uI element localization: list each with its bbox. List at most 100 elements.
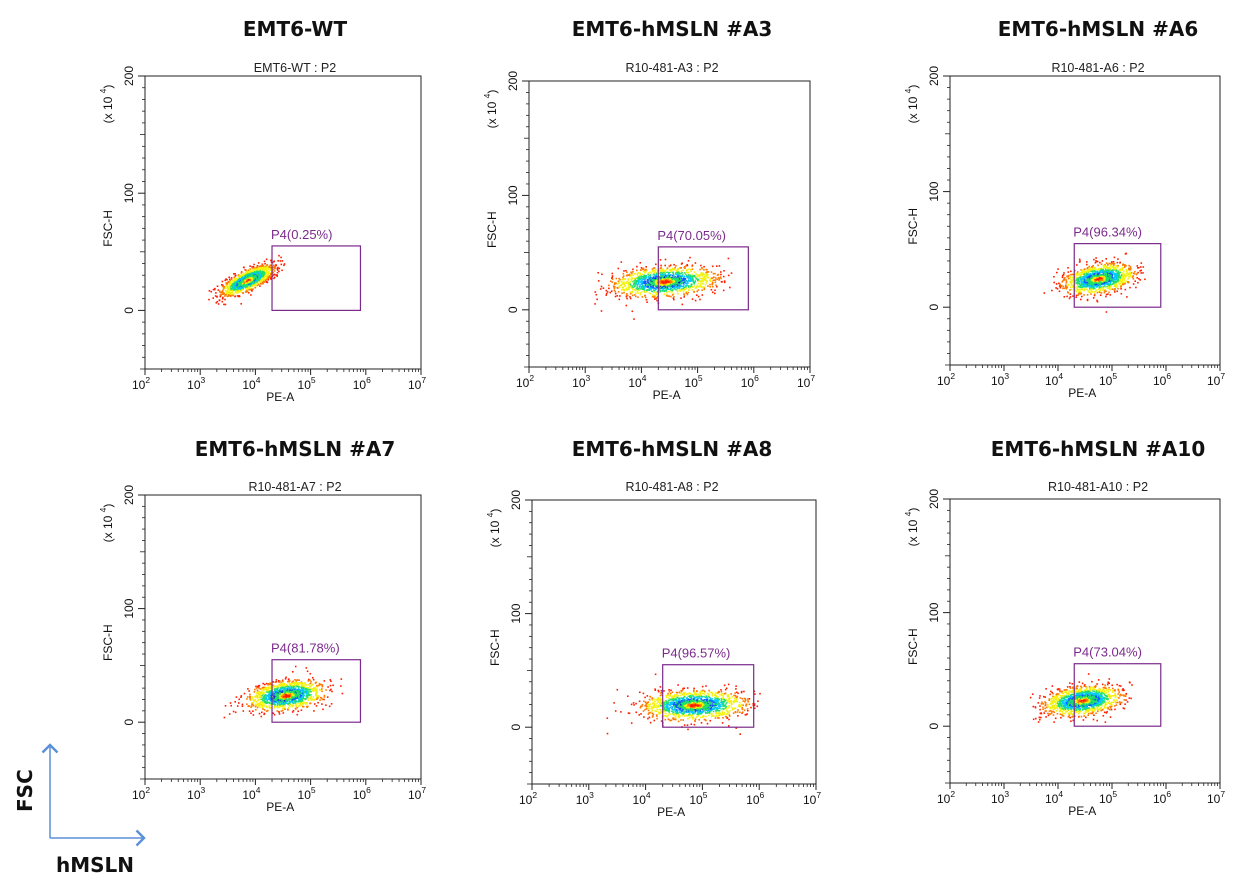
event-dot bbox=[650, 272, 653, 274]
event-dot bbox=[213, 288, 216, 291]
event-dot bbox=[679, 275, 681, 277]
event-dot bbox=[240, 277, 243, 280]
event-dot bbox=[673, 268, 676, 271]
event-dot bbox=[273, 266, 275, 269]
event-dot bbox=[268, 275, 271, 278]
event-dot bbox=[254, 268, 256, 270]
event-dot bbox=[266, 268, 268, 270]
event-dot bbox=[276, 267, 279, 270]
event-dot bbox=[661, 274, 664, 276]
event-dot bbox=[226, 283, 228, 285]
event-dot bbox=[701, 289, 703, 291]
event-dot bbox=[635, 292, 637, 294]
event-dot bbox=[1095, 268, 1097, 270]
event-dot bbox=[715, 284, 717, 287]
event-dot bbox=[673, 298, 675, 301]
event-dot bbox=[677, 293, 679, 295]
event-dot bbox=[652, 271, 655, 273]
event-dot bbox=[232, 288, 235, 291]
event-dot bbox=[654, 294, 657, 297]
event-dot bbox=[688, 279, 690, 282]
event-dot bbox=[256, 268, 258, 271]
event-dot bbox=[632, 281, 634, 283]
event-dot bbox=[646, 286, 648, 288]
event-dot bbox=[255, 266, 258, 269]
event-dot bbox=[234, 295, 236, 298]
event-dot bbox=[632, 268, 634, 271]
event-dot bbox=[714, 292, 716, 295]
event-dot bbox=[262, 270, 264, 272]
event-dot bbox=[685, 273, 687, 275]
event-dot bbox=[260, 280, 262, 283]
event-dot bbox=[663, 279, 665, 282]
event-dot bbox=[1079, 277, 1082, 279]
event-dot bbox=[241, 281, 243, 283]
event-dot bbox=[667, 287, 669, 289]
event-dot bbox=[264, 274, 267, 276]
event-dot bbox=[720, 271, 722, 273]
event-dot bbox=[666, 292, 668, 294]
event-dot bbox=[683, 276, 685, 279]
event-dot bbox=[240, 272, 243, 274]
event-dot bbox=[622, 288, 625, 291]
event-dot bbox=[239, 287, 241, 290]
event-dot bbox=[684, 280, 687, 282]
event-dot bbox=[268, 266, 271, 268]
event-dot bbox=[231, 284, 233, 286]
event-dot bbox=[654, 287, 656, 289]
event-dot bbox=[232, 280, 234, 282]
event-dot bbox=[676, 290, 678, 292]
event-dot bbox=[240, 271, 243, 273]
event-dot bbox=[639, 281, 642, 283]
event-dot bbox=[679, 282, 682, 285]
event-dot bbox=[700, 264, 702, 267]
event-dot bbox=[238, 287, 240, 289]
event-dot bbox=[237, 281, 239, 283]
event-dot bbox=[685, 275, 688, 278]
event-dot bbox=[633, 289, 636, 291]
event-dot bbox=[242, 283, 245, 286]
event-dot bbox=[235, 286, 237, 288]
event-dot bbox=[639, 274, 641, 277]
event-dot bbox=[247, 273, 250, 275]
event-dot bbox=[260, 271, 262, 274]
event-dot bbox=[232, 281, 235, 283]
event-dot bbox=[652, 276, 655, 278]
event-dot bbox=[256, 282, 259, 284]
event-dot bbox=[619, 278, 621, 281]
event-dot bbox=[251, 273, 254, 275]
event-dot bbox=[616, 283, 619, 285]
event-dot bbox=[672, 289, 674, 291]
event-dot bbox=[208, 290, 211, 292]
event-dot bbox=[664, 258, 667, 261]
event-dot bbox=[685, 283, 688, 285]
event-dot bbox=[678, 283, 680, 285]
event-dot bbox=[262, 274, 265, 276]
event-dot bbox=[218, 299, 221, 302]
event-dot bbox=[687, 272, 689, 274]
event-dot bbox=[272, 266, 274, 268]
event-dot bbox=[261, 263, 264, 266]
event-dot bbox=[256, 275, 259, 277]
event-dot bbox=[669, 282, 672, 284]
event-dot bbox=[720, 280, 723, 283]
event-dot bbox=[251, 280, 254, 283]
event-dot bbox=[669, 276, 672, 279]
event-dot bbox=[680, 297, 682, 299]
event-dot bbox=[694, 299, 697, 302]
event-dot bbox=[222, 297, 224, 299]
event-dot bbox=[224, 295, 226, 297]
event-dot bbox=[246, 278, 249, 281]
event-dot bbox=[716, 278, 718, 281]
event-dot bbox=[641, 288, 644, 290]
event-dot bbox=[702, 286, 704, 289]
event-dot bbox=[692, 286, 694, 288]
event-dot bbox=[672, 297, 675, 299]
event-dot bbox=[652, 287, 654, 289]
event-dot bbox=[680, 290, 682, 292]
event-dot bbox=[672, 285, 674, 287]
event-dot bbox=[647, 273, 649, 275]
event-dot bbox=[242, 272, 245, 275]
event-dot bbox=[701, 294, 704, 296]
event-dot bbox=[230, 293, 232, 295]
